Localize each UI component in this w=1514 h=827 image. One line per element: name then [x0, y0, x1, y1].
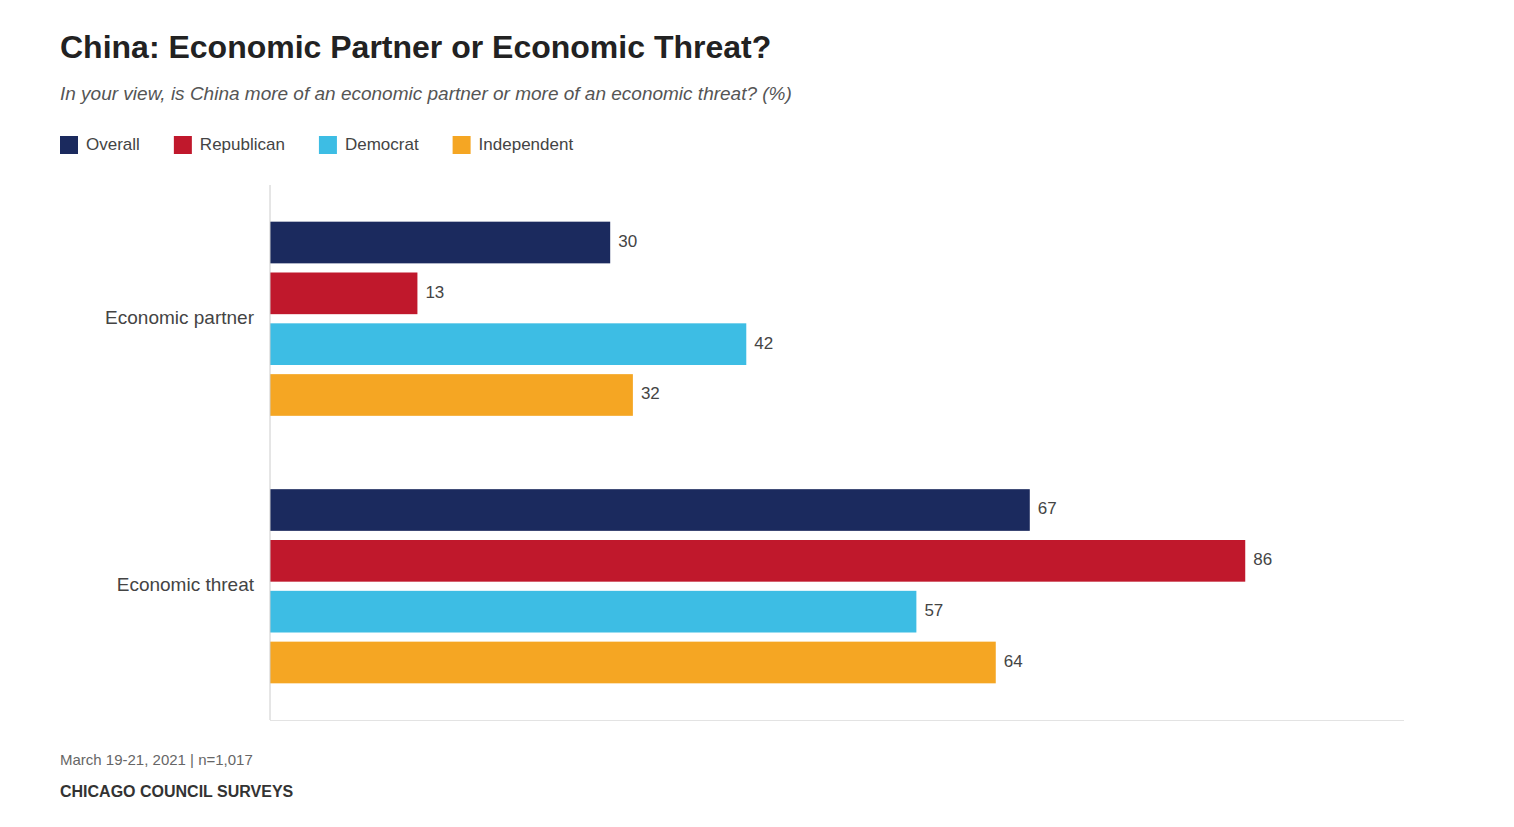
- data-label: 32: [641, 384, 660, 403]
- bar: [270, 272, 417, 314]
- data-label: 57: [924, 601, 943, 620]
- bar: [270, 489, 1030, 531]
- legend: Overall Republican Democrat Independent: [60, 135, 573, 154]
- footnote: March 19-21, 2021 | n=1,017: [60, 751, 253, 768]
- subtitle: In your view, is China more of an econom…: [60, 83, 792, 104]
- axes: Economic partner Economic threat: [105, 185, 1404, 721]
- data-label: 30: [618, 232, 637, 251]
- legend-label: Overall: [86, 135, 140, 154]
- data-label: 42: [754, 334, 773, 353]
- data-label: 86: [1253, 550, 1272, 569]
- title: China: Economic Partner or Economic Thre…: [60, 29, 771, 65]
- legend-swatch: [174, 136, 192, 154]
- bar: [270, 222, 610, 264]
- category-label: Economic threat: [117, 574, 255, 595]
- data-label: 13: [425, 283, 444, 302]
- chart: China: Economic Partner or Economic Thre…: [0, 0, 1514, 827]
- bar: [270, 642, 996, 684]
- legend-label: Independent: [479, 135, 574, 154]
- data-label: 67: [1038, 499, 1057, 518]
- legend-swatch: [60, 136, 78, 154]
- bar: [270, 323, 746, 365]
- legend-label: Democrat: [345, 135, 419, 154]
- x-axis-line: [270, 720, 1404, 721]
- legend-label: Republican: [200, 135, 285, 154]
- data-label: 64: [1004, 652, 1023, 671]
- legend-swatch: [453, 136, 471, 154]
- bars: [270, 222, 1245, 684]
- bar: [270, 374, 633, 416]
- y-axis-line: [270, 185, 271, 720]
- legend-swatch: [319, 136, 337, 154]
- source: CHICAGO COUNCIL SURVEYS: [60, 783, 294, 800]
- data-labels: 30 13 42 32 67 86 57 64: [425, 232, 1272, 671]
- category-label: Economic partner: [105, 307, 255, 328]
- bar: [270, 591, 916, 633]
- bar: [270, 540, 1245, 582]
